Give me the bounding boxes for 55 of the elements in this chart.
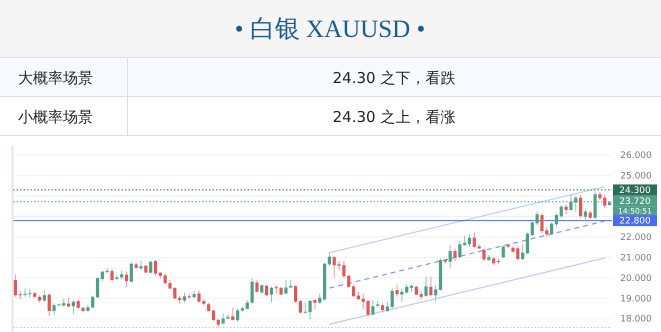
candlestick [502,244,505,258]
candlestick [96,276,100,298]
candlestick [270,286,274,304]
ref-line-label: 23.720 [619,196,652,207]
ref-line-label: 24.300 [619,186,652,196]
candlestick [91,295,94,309]
candlestick [308,300,312,320]
candlestick [130,262,133,283]
candlestick [453,248,457,262]
candlestick [66,297,70,308]
y-tick-label: 18.000 [620,314,652,325]
chart-title: • 白银 XAUUSD • [234,16,426,43]
candlestick [110,268,114,282]
y-tick-label: 22.000 [620,232,652,243]
candlestick [284,279,288,295]
candlestick [231,306,234,322]
y-tick-label: 19.000 [620,294,652,304]
candlestick [579,194,582,218]
y-tick-label: 25.000 [620,172,652,182]
candlestick [328,252,332,266]
candlestick [550,222,554,236]
candlestick [265,284,268,296]
text: 小概率场景 [18,108,93,126]
candlestick [429,276,432,296]
y-tick-label: 20.000 [620,274,652,284]
candlestick [149,260,152,274]
candlestick [48,293,51,316]
candlestick [72,300,75,314]
candlestick [371,300,374,316]
text: 24.30 之上，看涨 [332,108,456,126]
candlestick [342,260,346,278]
candlestick [521,244,524,261]
y-tick-label: 26.000 [620,151,652,162]
candlestick [42,290,46,302]
candlestick [182,292,186,304]
ref-line-label: 22.800 [619,216,652,227]
candlestick [482,248,486,262]
candlestick [255,280,259,294]
text: 24.30 之下，看跌 [332,69,456,87]
candlestick [236,308,240,322]
candlestick [304,302,307,314]
candlestick [395,284,399,298]
candlestick [52,302,56,316]
text: 大概率场景 [18,69,93,87]
candlestick [28,288,32,298]
y-tick-label: 21.000 [620,253,652,264]
candlestick [564,204,568,215]
candlestick [222,313,225,325]
candlestick [584,209,588,222]
candlestick [212,309,216,322]
candlestick [294,284,298,304]
candlestick [298,300,302,314]
candlestick [424,276,428,298]
candlestick [448,244,452,269]
candlestick [313,298,317,310]
